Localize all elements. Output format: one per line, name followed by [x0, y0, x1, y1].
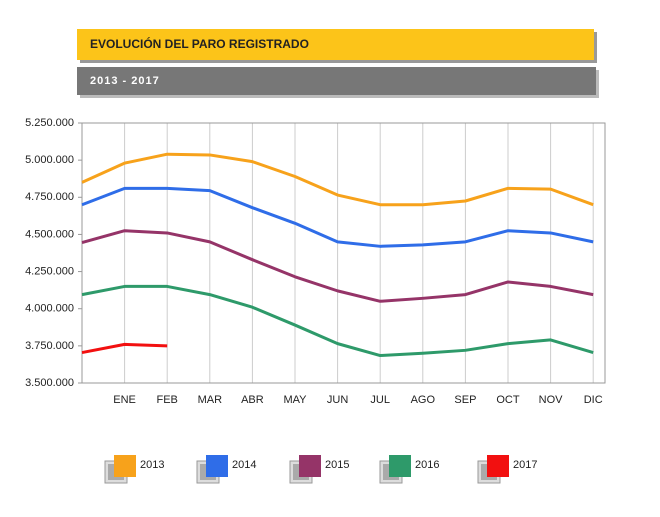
legend-swatch — [487, 455, 509, 477]
legend-swatch — [299, 455, 321, 477]
series-line — [81, 284, 594, 358]
x-tick-label: AGO — [411, 394, 436, 406]
x-tick-label: DIC — [584, 394, 603, 406]
legend-swatch — [114, 455, 136, 477]
subtitle-banner — [77, 67, 596, 95]
y-tick-label: 5.250.000 — [25, 117, 74, 129]
plot-frame — [81, 122, 606, 384]
x-tick-label: OCT — [496, 394, 520, 406]
x-tick-label: JUL — [370, 394, 390, 406]
x-tick-label: ENE — [113, 394, 136, 406]
x-tick-label: SEP — [454, 394, 476, 406]
y-tick-label: 5.000.000 — [25, 154, 74, 166]
x-tick-label: MAY — [283, 394, 307, 406]
x-tick-label: ABR — [241, 394, 264, 406]
legend-swatch — [389, 455, 411, 477]
legend-label: 2014 — [232, 459, 256, 471]
x-tick-label: FEB — [156, 394, 177, 406]
legend-swatch — [206, 455, 228, 477]
title-banner — [77, 29, 594, 60]
y-tick-label: 4.250.000 — [25, 265, 74, 277]
legend-label: 2013 — [140, 459, 164, 471]
chart-title: EVOLUCIÓN DEL PARO REGISTRADO — [90, 36, 309, 51]
legend-label: 2015 — [325, 459, 349, 471]
x-tick-label: NOV — [539, 394, 564, 406]
legend-label: 2017 — [513, 459, 537, 471]
series-line — [81, 342, 168, 355]
y-tick-label: 4.000.000 — [25, 303, 74, 315]
legend-label: 2016 — [415, 459, 439, 471]
x-tick-label: MAR — [198, 394, 223, 406]
series-line — [81, 186, 594, 248]
series-line — [81, 229, 594, 303]
series-line — [81, 152, 594, 207]
y-tick-label: 3.750.000 — [25, 340, 74, 352]
x-tick-label: JUN — [327, 394, 348, 406]
y-tick-label: 3.500.000 — [25, 377, 74, 389]
y-tick-label: 4.750.000 — [25, 191, 74, 203]
y-tick-label: 4.500.000 — [25, 228, 74, 240]
chart-subtitle: 2013 - 2017 — [90, 75, 160, 87]
